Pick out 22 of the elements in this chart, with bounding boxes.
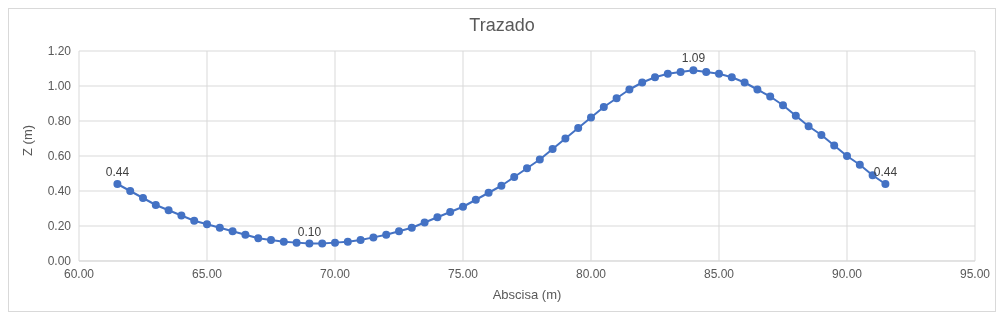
x-tick-label: 70.00 (319, 266, 351, 281)
x-tick-label: 95.00 (959, 266, 991, 281)
x-tick-label: 65.00 (191, 266, 223, 281)
y-tick-label: 0.00 (47, 254, 72, 269)
x-tick-label: 60.00 (63, 266, 95, 281)
x-tick-label: 85.00 (703, 266, 735, 281)
data-label: 0.44 (873, 165, 898, 179)
chart-title: Trazado (468, 14, 536, 37)
y-tick-label: 0.20 (47, 219, 72, 234)
x-tick-label: 90.00 (831, 266, 863, 281)
data-label: 0.44 (105, 165, 130, 179)
x-tick-label: 75.00 (447, 266, 479, 281)
x-tick-label: 80.00 (575, 266, 607, 281)
y-tick-label: 1.00 (47, 79, 72, 94)
y-axis-title: Z (m) (19, 124, 35, 156)
data-label: 0.10 (297, 224, 322, 239)
data-label: 1.09 (681, 51, 706, 66)
y-tick-label: 0.40 (47, 184, 72, 199)
x-axis-title: Abscisa (m) (492, 287, 562, 302)
y-tick-label: 1.20 (47, 44, 72, 59)
y-tick-label: 0.60 (47, 149, 72, 164)
y-tick-label: 0.80 (47, 114, 72, 129)
